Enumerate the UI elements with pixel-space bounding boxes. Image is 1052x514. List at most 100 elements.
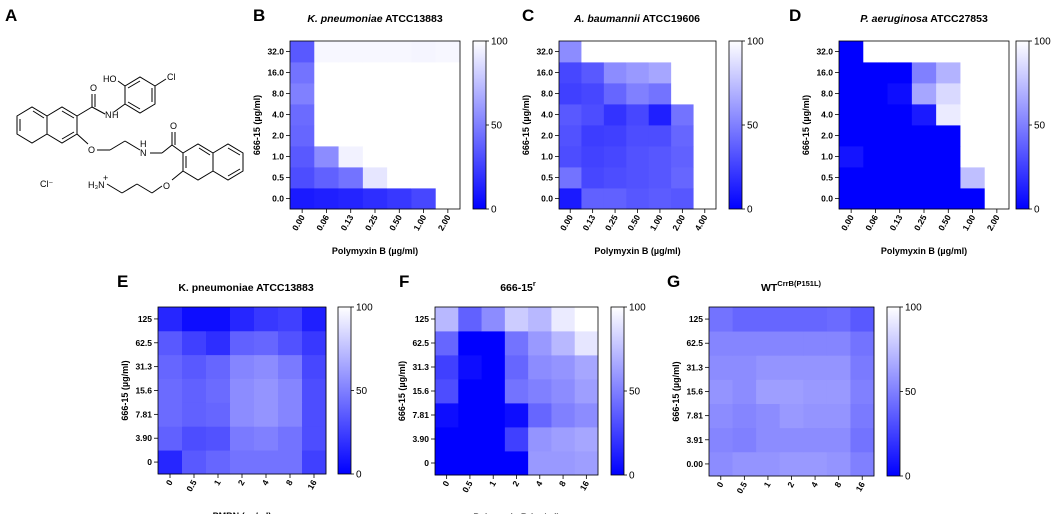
atom-o3: O — [170, 121, 177, 131]
heatmap-cell — [362, 62, 388, 84]
heatmap-cell — [362, 41, 388, 63]
x-tick-label: 2 — [785, 480, 796, 489]
heatmap-cell — [626, 62, 650, 84]
y-tick-label: 16.0 — [536, 68, 553, 78]
x-tick-label: 1.00 — [960, 213, 977, 233]
heatmap-cell — [528, 355, 552, 380]
heatmap-cell — [362, 167, 388, 189]
x-tick-label: 0.25 — [912, 213, 929, 233]
heatmap-cell — [581, 104, 605, 126]
heatmap-cell — [206, 426, 231, 451]
heatmap-cell — [254, 354, 279, 379]
counterion-cl: Cl⁻ — [40, 179, 53, 189]
heatmap-cell — [230, 330, 255, 356]
atom-o4: O — [163, 181, 170, 191]
x-tick-label: 1.00 — [648, 213, 665, 233]
heatmap-cell — [481, 427, 506, 452]
heatmap-cell — [182, 402, 207, 427]
colorbar-tick-label: 50 — [356, 386, 368, 397]
chart-title: P. aeruginosa ATCC27853 — [860, 13, 988, 25]
heatmap-cell — [887, 188, 913, 210]
heatmap-cell — [387, 146, 412, 168]
heatmap-cell — [887, 125, 913, 147]
heatmap-cell — [338, 125, 364, 147]
heatmap-cell — [290, 41, 315, 63]
heatmap-cell — [435, 355, 459, 380]
x-tick-label: 8 — [832, 480, 843, 489]
heatmap-cell — [230, 378, 255, 403]
heatmap-cell — [709, 427, 733, 453]
x-tick-label: 0 — [164, 478, 175, 487]
chart-title-superscript: r — [533, 279, 536, 288]
heatmap-cell — [387, 104, 412, 126]
heatmap-cell — [574, 307, 599, 332]
chemical-atom-labels: HO Cl O N H O N H O O H₃N + Cl⁻ — [40, 72, 177, 191]
heatmap-cell — [254, 450, 279, 475]
heatmap-cell — [158, 354, 183, 379]
panel-b: B K. pneumoniae ATCC13883 0.0 0.5 1.0 2.0 4.0 8… — [252, 6, 508, 256]
heatmap-cell — [528, 403, 552, 428]
heatmap-cell — [581, 188, 605, 210]
panel-label-g: G — [667, 272, 680, 291]
heatmap-cell — [960, 62, 986, 84]
heatmap-cell — [887, 146, 913, 168]
y-tick-label: 2.0 — [541, 131, 553, 141]
heatmap-cell — [603, 167, 627, 189]
heatmap-cell — [779, 427, 804, 453]
atom-ho: HO — [103, 74, 117, 84]
heatmap-cell — [290, 167, 315, 189]
y-tick-label: 31.3 — [412, 362, 429, 372]
y-tick-label: 4.0 — [821, 110, 833, 120]
colorbar-tick-label: 50 — [491, 121, 503, 132]
heatmap-cell — [732, 427, 757, 453]
panel-f: F 666-15r 0 3.90 7.81 15.6 31.3 62.5 125 0 0.5 1 2 4 8… — [397, 272, 646, 514]
chart-title-text: ATCC27853 — [928, 13, 988, 25]
heatmap-cell — [435, 146, 461, 168]
heatmap-cell — [528, 331, 552, 356]
heatmap-cell — [458, 379, 482, 404]
x-tick-label: 0.00 — [839, 213, 856, 233]
x-tick-label: 4.00 — [693, 213, 710, 233]
heatmap-cell — [826, 307, 851, 332]
heatmap-cell — [887, 41, 913, 63]
chart-title: A. baumannii ATCC19606 — [573, 13, 700, 25]
heatmap-cell — [936, 41, 961, 63]
heatmap-cell — [435, 379, 459, 404]
heatmap-cell — [314, 146, 339, 168]
x-tick-label: 1 — [212, 478, 223, 487]
atom-cl: Cl — [167, 72, 176, 82]
heatmap-cell — [863, 104, 888, 126]
heatmap-cell — [182, 354, 207, 379]
colorbar-tick-label: 50 — [1034, 121, 1046, 132]
heatmap-cell — [839, 104, 864, 126]
colorbar-tick-label: 0 — [491, 205, 497, 216]
heatmap-cell — [362, 146, 388, 168]
x-tick-label: 8 — [284, 478, 295, 487]
heatmap-cell — [671, 146, 694, 168]
atom-charge: + — [103, 173, 108, 183]
y-tick-label: 125 — [689, 314, 703, 324]
heatmap-cell — [206, 378, 231, 403]
heatmap-cell — [709, 379, 733, 404]
heatmap-cell — [911, 146, 937, 168]
heatmap-cell — [278, 378, 303, 403]
heatmap-cell — [504, 331, 529, 356]
heatmap-cell — [779, 307, 804, 332]
heatmap-cell — [528, 379, 552, 404]
heatmap-cell — [278, 426, 303, 451]
heatmap-cell — [756, 427, 781, 453]
heatmap-cell — [839, 167, 864, 189]
heatmap-cell — [559, 167, 582, 189]
atom-o1: O — [90, 83, 97, 93]
heatmap-cell — [960, 167, 986, 189]
heatmap-cell — [732, 379, 757, 404]
colorbar-tick-label: 0 — [905, 472, 911, 483]
heatmap-cell — [732, 355, 757, 380]
heatmap-cell — [709, 307, 733, 332]
heatmap-cell — [603, 125, 627, 147]
heatmap-cell — [435, 83, 461, 105]
heatmap-cell — [435, 41, 461, 63]
heatmap-cell — [984, 41, 1010, 63]
y-tick-label: 1.0 — [541, 152, 553, 162]
heatmap-cell — [411, 125, 437, 147]
